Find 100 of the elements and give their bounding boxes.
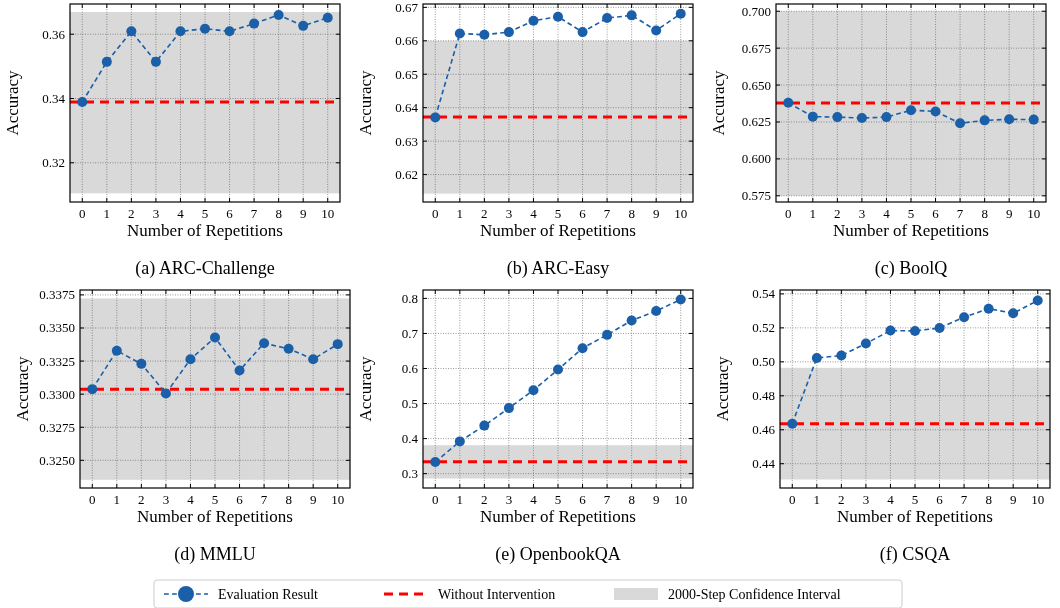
text: (e) OpenbookQA	[495, 544, 621, 565]
x-tick-label: 10	[674, 206, 688, 221]
x-tick-label: 0	[79, 206, 86, 221]
y-tick-label: 0.3375	[39, 287, 75, 303]
x-tick-label: 7	[956, 206, 964, 221]
x-tick-label: 3	[862, 492, 870, 507]
point	[577, 343, 588, 354]
x-tick-label: 0	[89, 492, 96, 507]
point	[150, 56, 161, 67]
x-tick-label: 6	[579, 492, 587, 507]
point	[528, 385, 539, 396]
y-tick-label: 0.3275	[39, 419, 75, 435]
point	[87, 384, 98, 395]
x-tick-label: 7	[260, 492, 268, 507]
point	[283, 343, 294, 354]
x-tick-label: 6	[936, 492, 944, 507]
text: (f) CSQA	[879, 544, 951, 565]
y-axis-title: Accuracy	[713, 355, 732, 422]
y-tick-label: 0.48	[752, 388, 775, 404]
x-tick-label: 5	[554, 206, 562, 221]
y-tick-label: 0.3300	[39, 386, 75, 402]
y-tick-label: 0.66	[395, 33, 419, 49]
x-tick-label: 4	[883, 206, 891, 221]
x-tick-label: 0	[785, 206, 792, 221]
point	[979, 115, 990, 126]
point	[807, 111, 818, 122]
y-tick-label: 0.600	[741, 151, 771, 167]
point	[322, 12, 333, 23]
x-tick-label: 10	[331, 492, 345, 507]
x-tick-label: 7	[603, 492, 611, 507]
y-tick-label: 0.44	[752, 456, 776, 472]
point	[959, 312, 970, 323]
point	[1032, 295, 1043, 306]
point	[651, 25, 662, 36]
point	[503, 403, 514, 414]
point	[101, 56, 112, 67]
y-axis-title: Accuracy	[709, 69, 728, 136]
point	[185, 354, 196, 365]
x-axis-title: Number of Repetitions	[137, 507, 293, 526]
text: (d) MMLU	[174, 544, 256, 565]
x-tick-label: 4	[187, 492, 195, 507]
x-tick-label: 5	[554, 492, 562, 507]
x-tick-label: 8	[275, 206, 282, 221]
point	[860, 338, 871, 349]
point	[787, 418, 798, 429]
x-tick-label: 2	[838, 492, 845, 507]
x-tick-label: 10	[1031, 492, 1045, 507]
x-tick-label: 0	[432, 206, 439, 221]
x-tick-label: 9	[1005, 206, 1013, 221]
point	[832, 112, 843, 123]
point	[626, 10, 637, 21]
point	[175, 26, 186, 37]
text: (a) ARC-Challenge	[135, 258, 275, 279]
point	[836, 350, 847, 361]
x-tick-label: 1	[813, 492, 821, 507]
point	[273, 9, 284, 20]
x-tick-label: 6	[226, 206, 234, 221]
x-tick-label: 3	[505, 492, 513, 507]
point	[602, 329, 613, 340]
y-tick-label: 0.3250	[39, 452, 75, 468]
x-tick-label: 8	[628, 492, 635, 507]
y-tick-label: 0.65	[395, 66, 418, 82]
x-tick-label: 8	[628, 206, 635, 221]
y-tick-label: 0.52	[752, 320, 775, 336]
x-tick-label: 2	[138, 492, 145, 507]
x-tick-label: 1	[113, 492, 121, 507]
x-tick-label: 10	[1027, 206, 1041, 221]
x-tick-label: 6	[579, 206, 587, 221]
y-axis-title: Accuracy	[13, 355, 32, 422]
legend-label: 2000-Step Confidence Interval	[668, 586, 841, 602]
x-tick-label: 4	[530, 206, 538, 221]
y-tick-label: 0.7	[401, 325, 419, 341]
x-tick-label: 9	[652, 492, 660, 507]
y-tick-label: 0.625	[741, 114, 771, 130]
x-tick-label: 4	[887, 492, 895, 507]
x-tick-label: 1	[456, 206, 464, 221]
x-axis-title: Number of Repetitions	[833, 221, 989, 240]
x-tick-label: 8	[981, 206, 988, 221]
point	[479, 420, 490, 431]
x-tick-label: 8	[285, 492, 292, 507]
point	[259, 338, 270, 349]
point	[811, 352, 822, 363]
x-tick-label: 4	[530, 492, 538, 507]
y-axis-title: Accuracy	[3, 69, 22, 136]
point	[430, 457, 441, 468]
point	[332, 339, 343, 350]
x-tick-label: 1	[103, 206, 111, 221]
y-tick-label: 0.3325	[39, 353, 75, 369]
y-axis-title: Accuracy	[356, 69, 375, 136]
point	[111, 345, 122, 356]
point	[210, 332, 220, 343]
x-tick-label: 9	[309, 492, 317, 507]
y-tick-label: 0.650	[741, 77, 771, 93]
point	[1008, 308, 1019, 319]
legend-label: Evaluation Result	[218, 586, 319, 602]
y-tick-label: 0.3350	[39, 320, 75, 336]
y-tick-label: 0.8	[401, 290, 418, 306]
point	[308, 354, 319, 365]
point	[1028, 114, 1039, 125]
x-tick-label: 9	[1009, 492, 1017, 507]
